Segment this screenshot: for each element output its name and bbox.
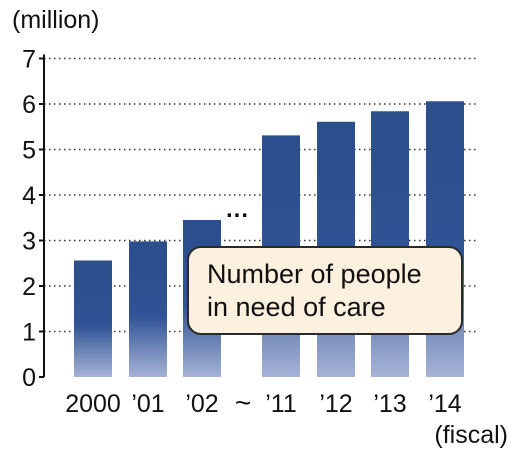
annotation-line-1: Number of people: [207, 259, 422, 289]
x-axis-unit-label: (fiscal): [434, 421, 508, 449]
y-tick-label: 7: [22, 46, 36, 74]
annotation-callout: Number of people in need of care: [187, 246, 463, 335]
x-tick-label: ’01: [131, 390, 164, 418]
bar-01: [129, 241, 167, 377]
x-tick-label: ’13: [373, 390, 406, 418]
y-tick-label: 2: [22, 273, 36, 301]
y-tick-label: 4: [22, 182, 36, 210]
bar-13: [371, 111, 409, 377]
y-tick-label: 3: [22, 228, 36, 256]
y-tick-label: 0: [22, 364, 36, 392]
axis-break-tilde: ~: [235, 387, 251, 418]
x-tick-label: ’11: [265, 390, 297, 418]
y-tick-label: 5: [22, 137, 36, 165]
x-tick-label: 2000: [65, 390, 121, 418]
bar-14: [426, 101, 464, 378]
y-tick-label: 6: [22, 91, 36, 119]
x-tick-label: ’14: [428, 390, 461, 418]
y-tick-label: 1: [22, 319, 36, 347]
axis-break-marker: ...: [226, 196, 249, 223]
x-tick-label: ’12: [319, 390, 352, 418]
x-tick-labels: 2000 ’01 ’02 ’11 ’12 ’13 ’14: [65, 390, 462, 418]
x-tick-label: ’02: [185, 390, 218, 418]
annotation-line-2: in need of care: [207, 292, 386, 322]
y-axis-unit-label: (million): [12, 6, 100, 34]
bars: [74, 101, 464, 378]
y-tick-labels: 0 1 2 3 4 5 6 7: [22, 46, 44, 392]
bar-2000: [74, 260, 112, 377]
